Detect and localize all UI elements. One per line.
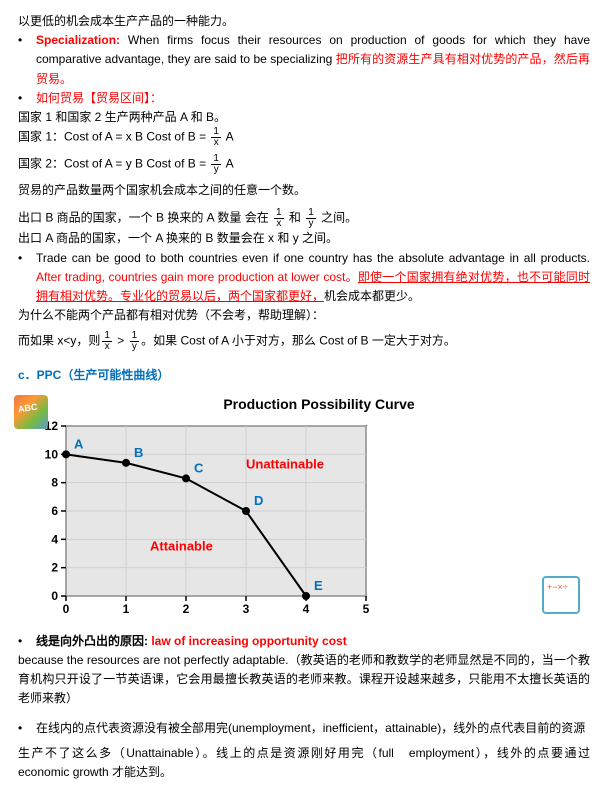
frac-1y-2: 1y xyxy=(306,208,316,229)
chart-title: Production Possibility Curve xyxy=(18,393,590,415)
bullet-trade-range: • 如何贸易【贸易区间】： xyxy=(18,89,590,108)
c2-cost-tail: A xyxy=(223,157,234,171)
if-b: 。如果 Cost of A 小于对方，那么 Cost of B 一定大于对方。 xyxy=(141,334,456,348)
why-not-both: 为什么不能两个产品都有相对优势（不会考，帮助理解）： xyxy=(18,306,590,325)
because-text: because the resources are not perfectly … xyxy=(18,651,590,709)
svg-text:3: 3 xyxy=(243,602,250,616)
svg-text:0: 0 xyxy=(51,589,58,603)
frac-1y-3: 1y xyxy=(130,331,140,352)
bullet-trade-good: • Trade can be good to both countries ev… xyxy=(18,249,590,307)
tg-b: After trading, countries gain more produ… xyxy=(36,270,358,284)
svg-text:8: 8 xyxy=(51,475,58,489)
intro-text: 以更低的机会成本生产产品的一种能力。 xyxy=(18,12,590,31)
c2-cost-prefix: 国家 2：Cost of A = y B Cost of B = xyxy=(18,157,209,171)
countries-ab: 国家 1 和国家 2 生产两种产品 A 和 B。 xyxy=(18,108,590,127)
convex-b: law of increasing opportunity cost xyxy=(151,634,346,648)
svg-text:C: C xyxy=(194,460,204,475)
ppc-chart: Production Possibility Curve 0 1 2 3 4 5 0 2 4 6 8… xyxy=(18,393,590,619)
export-b: 出口 B 商品的国家，一个 B 换来的 A 数量 会在 1x 和 1y 之间。 xyxy=(18,208,590,229)
convex-a: 线是向外凸出的原因: xyxy=(36,634,151,648)
svg-text:Unattainable: Unattainable xyxy=(246,456,324,471)
frac-1x-2: 1x xyxy=(274,208,284,229)
frac-1x: 1x xyxy=(211,127,221,148)
tg-d: 机会成本都更少。 xyxy=(324,289,420,303)
tg-a: Trade can be good to both countries even… xyxy=(36,251,590,265)
trade-quantity: 贸易的产品数量两个国家机会成本之间的任意一个数。 xyxy=(18,181,590,200)
bullet-convex: • 线是向外凸出的原因: law of increasing opportuni… xyxy=(18,632,590,651)
last-para: 生产不了这么多（Unattainable）。线上的点是资源刚好用完（full e… xyxy=(18,744,590,782)
bullet-dot: • xyxy=(18,632,36,651)
section-c-header: c．PPC（生产可能性曲线） xyxy=(18,366,590,385)
export-a: 出口 A 商品的国家，一个 A 换来的 B 数量会在 x 和 y 之间。 xyxy=(18,229,590,248)
svg-text:B: B xyxy=(134,445,143,460)
country1-cost: 国家 1：Cost of A = x B Cost of B = 1x A xyxy=(18,127,590,148)
svg-text:2: 2 xyxy=(51,560,58,574)
country2-cost: 国家 2：Cost of A = y B Cost of B = 1y A xyxy=(18,154,590,175)
svg-text:1: 1 xyxy=(123,602,130,616)
svg-text:2: 2 xyxy=(183,602,190,616)
bullet-dot: • xyxy=(18,89,36,108)
expb-b: 之间。 xyxy=(318,211,357,225)
bullet-specialization: • Specialization: When firms focus their… xyxy=(18,31,590,89)
specialization-label: Specialization: xyxy=(36,33,120,47)
expb-a: 出口 B 商品的国家，一个 B 换来的 A 数量 会在 xyxy=(18,211,272,225)
bullet-dot: • xyxy=(18,31,36,89)
if-xy: 而如果 x<y，则1x > 1y。如果 Cost of A 小于对方，那么 Co… xyxy=(18,331,590,352)
trade-range-label: 如何贸易【贸易区间】： xyxy=(36,89,590,108)
frac-1y: 1y xyxy=(211,154,221,175)
bullet-inside: • 在线内的点代表资源没有被全部用完(unemployment，ineffici… xyxy=(18,719,590,738)
svg-text:4: 4 xyxy=(51,532,58,546)
abc-blocks-icon xyxy=(14,395,48,429)
c1-cost-prefix: 国家 1：Cost of A = x B Cost of B = xyxy=(18,130,209,144)
ppc-svg: 012345024681012ABCDEAttainableUnattainab… xyxy=(18,420,376,620)
svg-text:Attainable: Attainable xyxy=(150,538,213,553)
expb-mid: 和 xyxy=(286,211,305,225)
bullet-dot: • xyxy=(18,249,36,307)
svg-text:10: 10 xyxy=(45,447,59,461)
svg-text:A: A xyxy=(74,436,84,451)
bullet-dot: • xyxy=(18,719,36,738)
svg-text:5: 5 xyxy=(363,602,370,616)
if-mid: > xyxy=(114,334,128,348)
frac-1x-3: 1x xyxy=(102,331,112,352)
if-a: 而如果 x<y，则 xyxy=(18,334,100,348)
svg-text:4: 4 xyxy=(303,602,310,616)
inside-text: 在线内的点代表资源没有被全部用完(unemployment，inefficien… xyxy=(36,719,590,738)
svg-text:0: 0 xyxy=(63,602,70,616)
svg-text:E: E xyxy=(314,578,323,593)
c1-cost-tail: A xyxy=(223,130,234,144)
math-card-icon xyxy=(542,576,580,614)
svg-text:D: D xyxy=(254,493,263,508)
svg-text:6: 6 xyxy=(51,504,58,518)
